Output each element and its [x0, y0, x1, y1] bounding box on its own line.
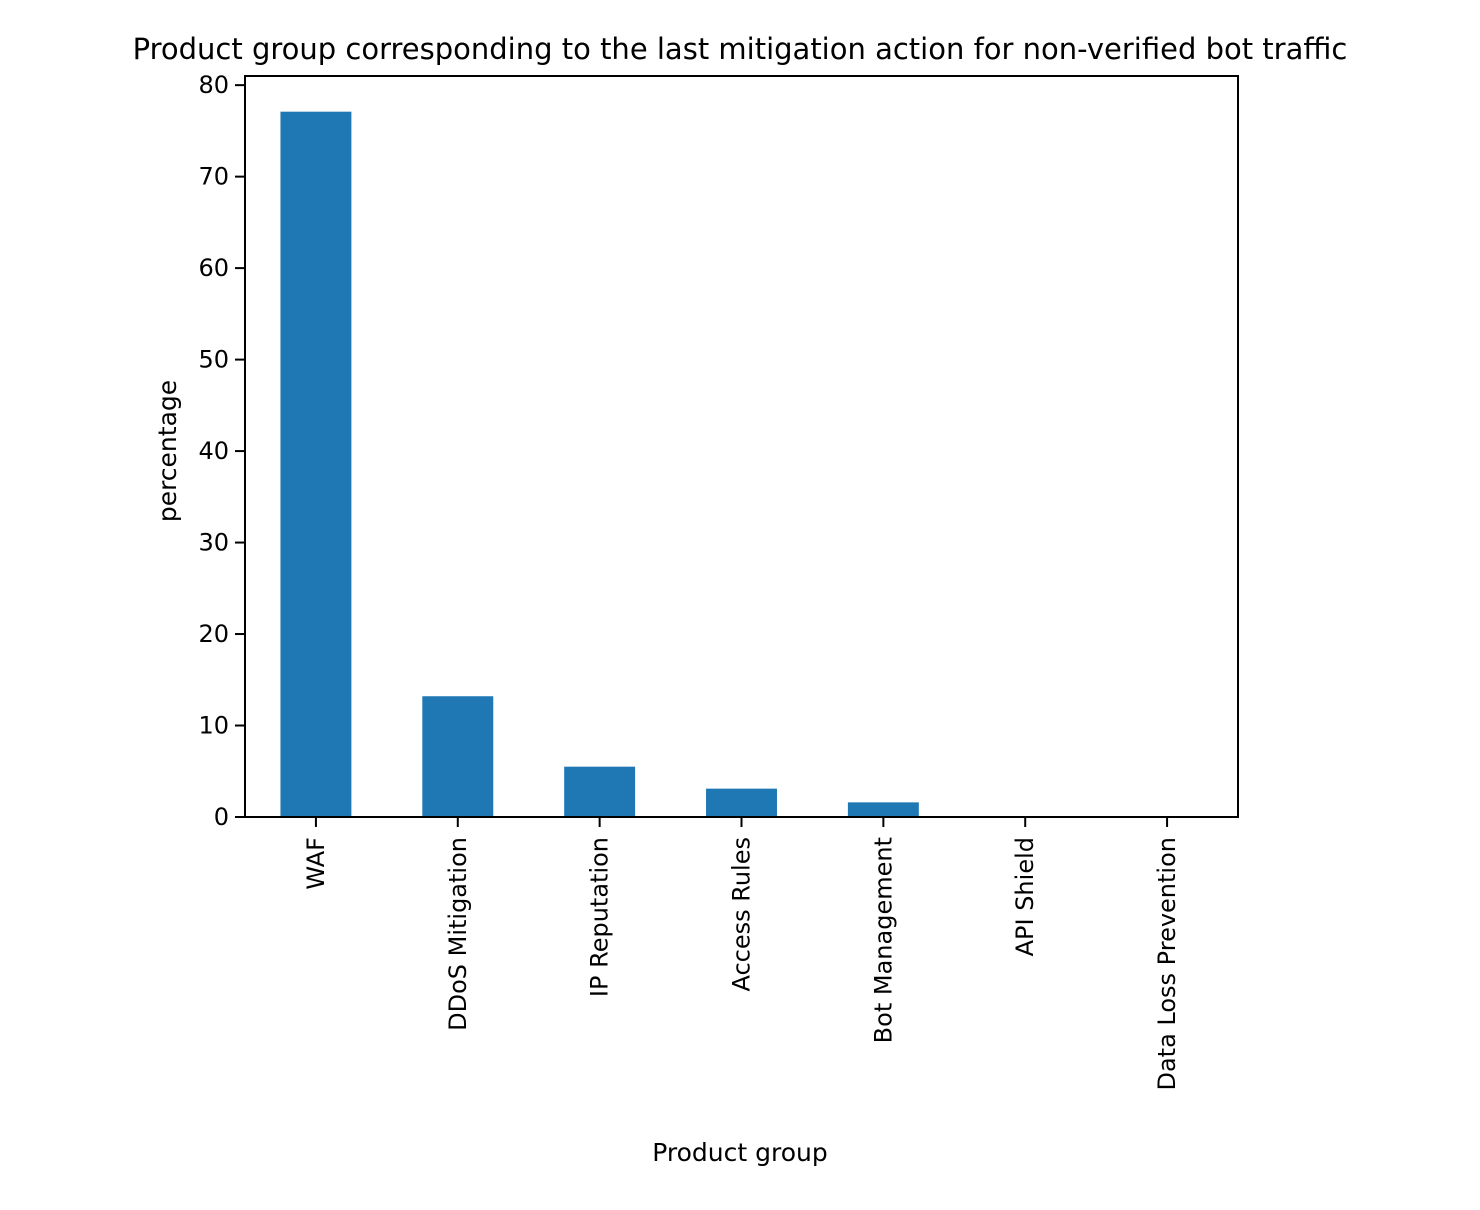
x-tick-label: IP Reputation: [586, 837, 614, 997]
x-tick-label: API Shield: [1011, 837, 1039, 956]
y-tick-label: 10: [198, 712, 229, 740]
x-tick-label: Data Loss Prevention: [1153, 837, 1181, 1091]
x-tick-label: Access Rules: [728, 837, 756, 992]
bar-bot-management: [847, 802, 919, 817]
x-axis: WAF DDoS Mitigation IP Reputation Access Ru…: [302, 817, 1181, 1091]
x-axis-label: Product group: [652, 1138, 827, 1167]
y-tick-label: 40: [198, 437, 229, 465]
y-tick-label: 20: [198, 620, 229, 648]
plot-frame: [244, 75, 1239, 818]
bar-ddos-mitigation: [422, 696, 494, 817]
y-tick-label: 30: [198, 529, 229, 557]
x-tick-label: WAF: [302, 837, 330, 890]
y-tick-label: 70: [198, 163, 229, 191]
y-tick-label: 50: [198, 346, 229, 374]
x-tick-label: DDoS Mitigation: [444, 837, 472, 1031]
bar-access-rules: [706, 788, 777, 817]
y-tick-label: 80: [198, 71, 229, 99]
bars-group: [280, 111, 919, 818]
y-axis-label: percentage: [153, 380, 182, 522]
y-axis: 0 10 20 30 40 50 60 70 80: [198, 71, 245, 831]
y-tick-label: 60: [198, 254, 229, 282]
chart-title: Product group corresponding to the last …: [133, 32, 1348, 66]
x-tick-label: Bot Management: [869, 837, 897, 1043]
y-tick-label: 0: [214, 803, 229, 831]
bar-ip-reputation: [564, 766, 636, 817]
bar-waf: [280, 111, 352, 818]
